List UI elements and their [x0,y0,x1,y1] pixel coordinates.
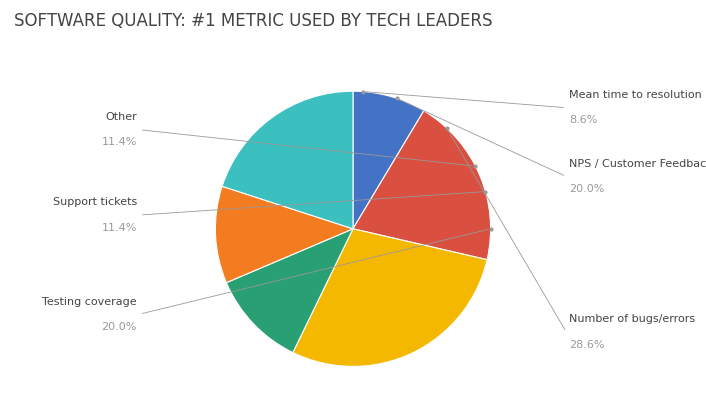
Text: Testing coverage: Testing coverage [42,297,137,307]
Wedge shape [227,229,353,352]
Text: 20.0%: 20.0% [569,184,604,194]
Text: SOFTWARE QUALITY: #1 METRIC USED BY TECH LEADERS: SOFTWARE QUALITY: #1 METRIC USED BY TECH… [14,12,493,30]
Text: 20.0%: 20.0% [102,322,137,332]
Text: Mean time to resolution: Mean time to resolution [569,90,702,100]
Text: Number of bugs/errors: Number of bugs/errors [569,314,695,324]
Wedge shape [353,111,491,260]
Text: 28.6%: 28.6% [569,339,604,349]
Wedge shape [215,186,353,282]
Text: 11.4%: 11.4% [102,223,137,233]
Wedge shape [293,229,487,366]
Text: Other: Other [105,112,137,122]
Text: 11.4%: 11.4% [102,137,137,147]
Text: 8.6%: 8.6% [569,115,597,125]
Text: NPS / Customer Feedback: NPS / Customer Feedback [569,159,706,169]
Text: Support tickets: Support tickets [53,198,137,208]
Wedge shape [222,91,353,229]
Wedge shape [353,91,424,229]
